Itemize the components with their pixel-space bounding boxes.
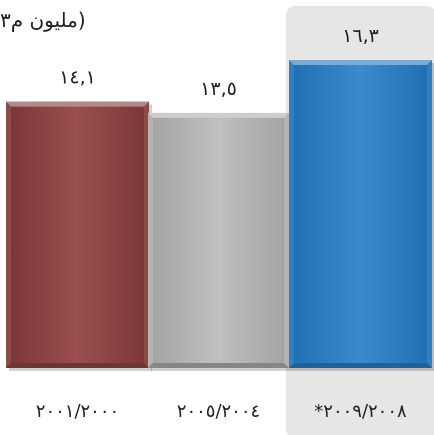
value-label-2: ١٣,٥ xyxy=(200,78,237,100)
category-label-1: ٢٠٠١/٢٠٠٠ xyxy=(36,401,119,422)
bar-2 xyxy=(148,112,292,371)
value-label-3: ١٦,٣ xyxy=(342,25,379,47)
category-label-3: *٢٠٠٩/٢٠٠٨ xyxy=(314,401,407,422)
category-label-2: ٢٠٠٥/٢٠٠٤ xyxy=(177,401,260,422)
value-label-1: ١٤,١ xyxy=(59,67,96,89)
bar-1 xyxy=(6,101,152,371)
unit-label: (مليون م٣ xyxy=(0,8,86,32)
bar-3 xyxy=(289,60,434,371)
